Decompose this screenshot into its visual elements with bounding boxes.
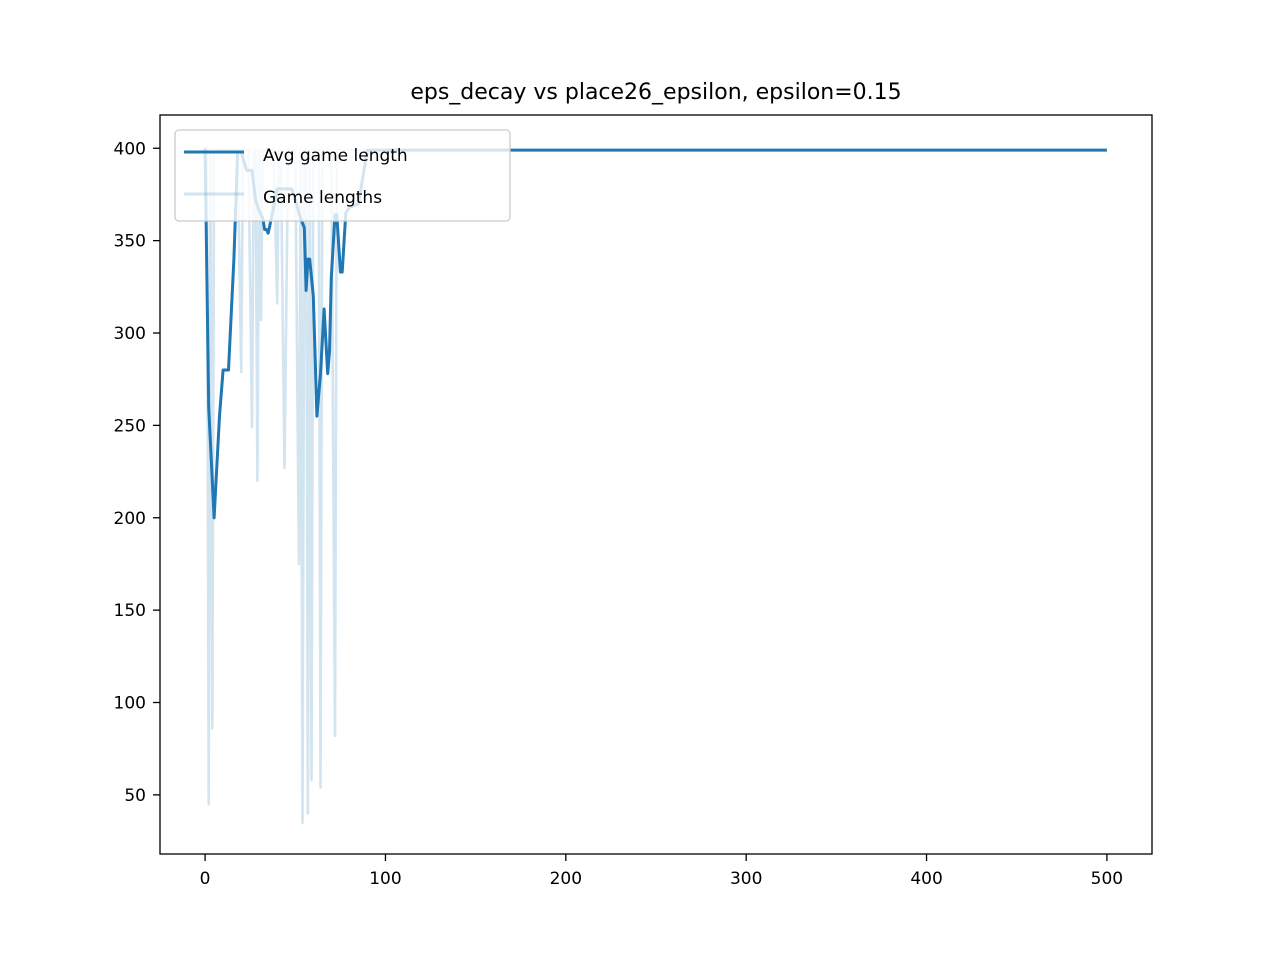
y-tick-label: 50	[124, 786, 146, 806]
axes-frame	[159, 114, 1153, 855]
y-axis: 50 100 150 200 250 300 350 400	[114, 139, 160, 806]
legend-box	[174, 129, 511, 222]
legend: Avg game length Game lengths	[174, 129, 511, 222]
y-tick-label: 250	[114, 416, 146, 436]
x-tick-label: 200	[550, 869, 582, 889]
chart-title: eps_decay vs place26_epsilon, epsilon=0.…	[410, 80, 901, 105]
legend-label-avg-game-length: Avg game length	[263, 146, 408, 166]
y-tick-label: 400	[114, 139, 146, 159]
y-tick-label: 350	[114, 232, 146, 252]
legend-label-game-lengths: Game lengths	[263, 188, 382, 208]
x-tick-label: 500	[1091, 869, 1123, 889]
x-tick-label: 0	[200, 869, 211, 889]
x-tick-label: 400	[910, 869, 942, 889]
y-tick-label: 100	[114, 694, 146, 714]
y-tick-label: 300	[114, 324, 146, 344]
x-tick-label: 300	[730, 869, 762, 889]
y-tick-label: 200	[114, 509, 146, 529]
y-tick-label: 150	[114, 601, 146, 621]
x-axis: 0 100 200 300 400 500	[200, 854, 1123, 889]
x-tick-label: 100	[369, 869, 401, 889]
